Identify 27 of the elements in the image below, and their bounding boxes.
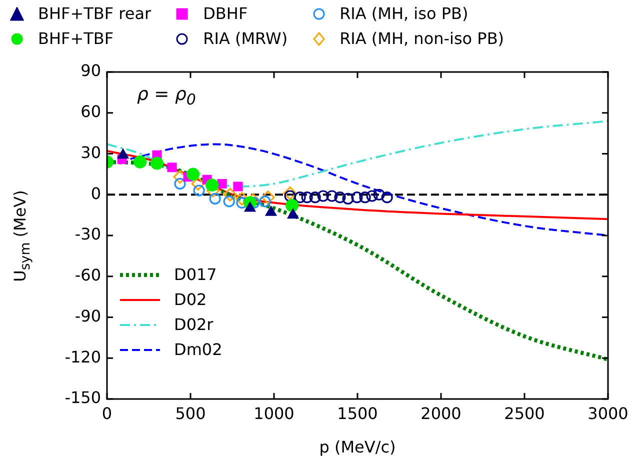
legend-label: D017 [174,265,217,284]
x-tick-label: 3000 [588,404,628,423]
legend-label: Dm02 [174,340,222,359]
y-tick-label: 60 [80,102,101,122]
x-tick-label: 2500 [504,404,545,423]
y-tick-label: 90 [80,61,101,80]
legend-label: RIA (MH, iso PB) [340,4,468,23]
legend-label: DBHF [203,4,248,23]
y-tick-label: 0 [90,184,101,203]
y-tick-label: 30 [80,142,101,162]
y-tick-label: -30 [74,224,101,244]
legend-label: BHF+TBF [38,29,114,48]
y-tick-label: -150 [64,388,101,408]
y-tick-label: -90 [74,306,101,326]
legend-label: RIA (MH, non-iso PB) [340,29,504,48]
legend-label: D02r [174,315,214,334]
annotation: ρ = ρ$_{0}$ [137,84,196,109]
x-tick-label: 1500 [337,404,378,423]
legend-label: BHF+TBF rear [38,4,152,23]
x-axis-title: p (MeV/c) [319,438,396,457]
legend-label: D02 [174,290,207,309]
x-tick-label: 2000 [420,404,462,423]
y-tick-label: -120 [64,347,101,366]
y-tick-label: -60 [74,266,101,285]
x-tick-label: 1000 [254,404,294,423]
legend-label: RIA (MRW) [203,29,288,48]
x-tick-label: 500 [175,404,206,423]
